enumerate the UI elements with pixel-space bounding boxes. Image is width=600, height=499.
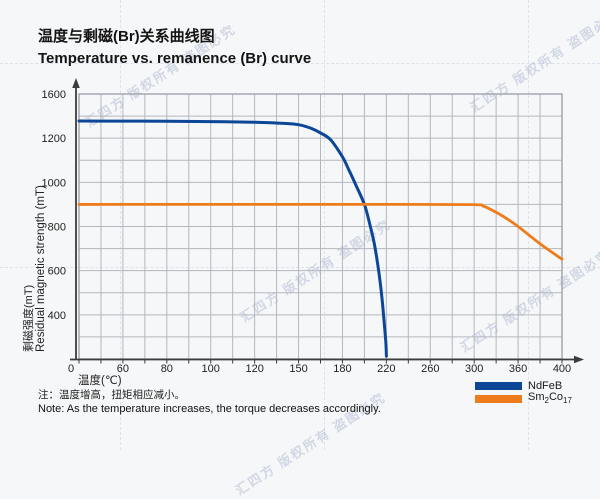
chart-title-zh: 温度与剩磁(Br)关系曲线图	[38, 28, 215, 45]
legend-swatch	[475, 394, 522, 403]
x-tick-label: 180	[333, 363, 351, 375]
legend-label: Sm2Co17	[528, 391, 572, 406]
x-tick-label: 300	[465, 363, 483, 375]
series-curve-sm2co17	[77, 202, 564, 261]
chart-plot: 0 60 80 100 120 150 180 220 260 300 360 400 1600 1200…	[42, 78, 584, 375]
x-tick-label: 260	[421, 363, 439, 375]
note-block: 注：温度增高，扭矩相应减小。 Note: As the temperature …	[38, 388, 381, 416]
note-en: Note: As the temperature increases, the …	[38, 403, 381, 415]
y-tick-label: 400	[48, 310, 66, 322]
x-axis-label: 温度(℃)	[78, 375, 122, 387]
x-tick-label: 120	[245, 363, 263, 375]
series-curve-ndfeb	[77, 119, 388, 358]
chart-title-en: Temperature vs. remanence (Br) curve	[38, 50, 312, 67]
x-tick-label: 60	[117, 363, 129, 375]
x-axis-arrow-icon	[574, 355, 584, 364]
x-tick-label: 220	[377, 363, 395, 375]
y-tick-label: 1000	[42, 177, 66, 189]
x-tick-label: 80	[161, 363, 173, 375]
legend-item-sm2co17: Sm2Co17	[475, 391, 572, 406]
y-axis-arrow-icon	[72, 78, 80, 88]
y-tick-label: 1600	[42, 89, 66, 101]
x-tick-label: 400	[553, 363, 571, 375]
y-axis-label-en: Residual magnetic strength (mT)	[35, 185, 47, 352]
legend: NdFeB Sm2Co17	[475, 379, 572, 407]
y-tick-label: 600	[48, 266, 66, 278]
x-tick-label: 360	[509, 363, 527, 375]
y-tick-label: 800	[48, 222, 66, 234]
y-axis-label-zh: 剩磁强度(mT)	[23, 284, 35, 352]
x-tick-label: 100	[202, 363, 220, 375]
legend-swatch	[475, 381, 522, 390]
note-zh: 注：温度增高，扭矩相应减小。	[38, 389, 185, 401]
x-tick-label: 150	[289, 363, 307, 375]
title-block: 温度与剩磁(Br)关系曲线图 Temperature vs. remanence…	[38, 26, 311, 70]
legend-item-ndfeb: NdFeB	[475, 379, 572, 392]
x-tick-label: 0	[68, 363, 74, 375]
legend-label: NdFeB	[528, 379, 563, 392]
y-tick-label: 1200	[42, 133, 66, 145]
